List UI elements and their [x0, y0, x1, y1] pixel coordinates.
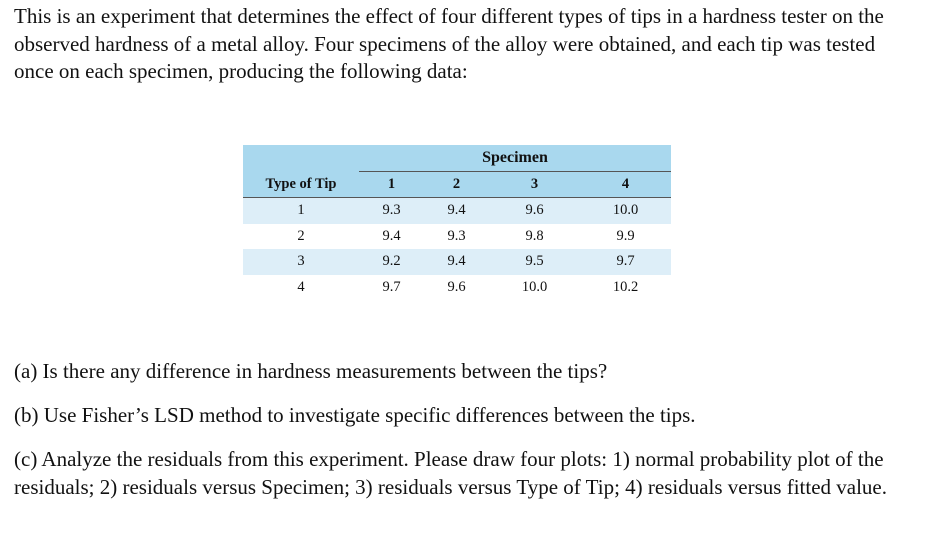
table-cell: 2 — [297, 227, 305, 244]
question: (c) Analyze the residuals from this expe… — [14, 447, 887, 499]
header-cell — [243, 145, 359, 171]
table-cell: 9.8 — [525, 227, 544, 244]
data-table: Specimen Type of Tip 1 2 3 4 1 9.3 9.4 9.6 10.0 2 9.… — [243, 145, 671, 300]
table-cell: 9.3 — [447, 227, 466, 244]
table-cell: 9.9 — [616, 227, 635, 244]
group-header: Specimen — [359, 145, 671, 172]
table-cell: 10.0 — [612, 202, 639, 219]
table-row: 3 9.2 9.4 9.5 9.7 — [243, 249, 671, 275]
table-cell: 9.3 — [382, 202, 401, 219]
table-cell: 9.2 — [382, 253, 401, 270]
table-cell: 9.4 — [447, 253, 466, 270]
table-cell: 9.4 — [447, 202, 466, 219]
table-cell: 9.7 — [616, 253, 635, 270]
column-header: 4 — [580, 171, 671, 198]
table-cell: 10.0 — [521, 278, 548, 295]
intro-text: This is an experiment that determines th… — [14, 4, 884, 83]
question: (a) Is there any difference in hardness … — [14, 359, 608, 383]
table-row: 2 9.4 9.3 9.8 9.9 — [243, 224, 671, 250]
header-row: Type of Tip 1 2 3 4 — [243, 171, 671, 198]
column-header: 1 — [359, 171, 424, 198]
table-cell: 9.6 — [525, 202, 544, 219]
column-header: 3 — [489, 171, 580, 198]
table-cell: 4 — [297, 278, 305, 295]
table-row: 4 9.7 9.6 10.0 10.2 — [243, 275, 671, 301]
table-cell: 9.7 — [382, 278, 401, 295]
table-row: 1 9.3 9.4 9.6 10.0 — [243, 197, 671, 224]
table-cell: 1 — [297, 202, 305, 219]
table-cell: 10.2 — [612, 278, 639, 295]
column-header: 2 — [424, 171, 489, 198]
row-header: Type of Tip — [243, 171, 359, 198]
question: (b) Use Fisher’s LSD method to investiga… — [14, 403, 696, 427]
table-cell: 9.5 — [525, 253, 544, 270]
table-cell: 9.6 — [447, 278, 466, 295]
table-cell: 9.4 — [382, 227, 401, 244]
table-cell: 3 — [297, 253, 305, 270]
header-row: Specimen — [243, 145, 671, 172]
